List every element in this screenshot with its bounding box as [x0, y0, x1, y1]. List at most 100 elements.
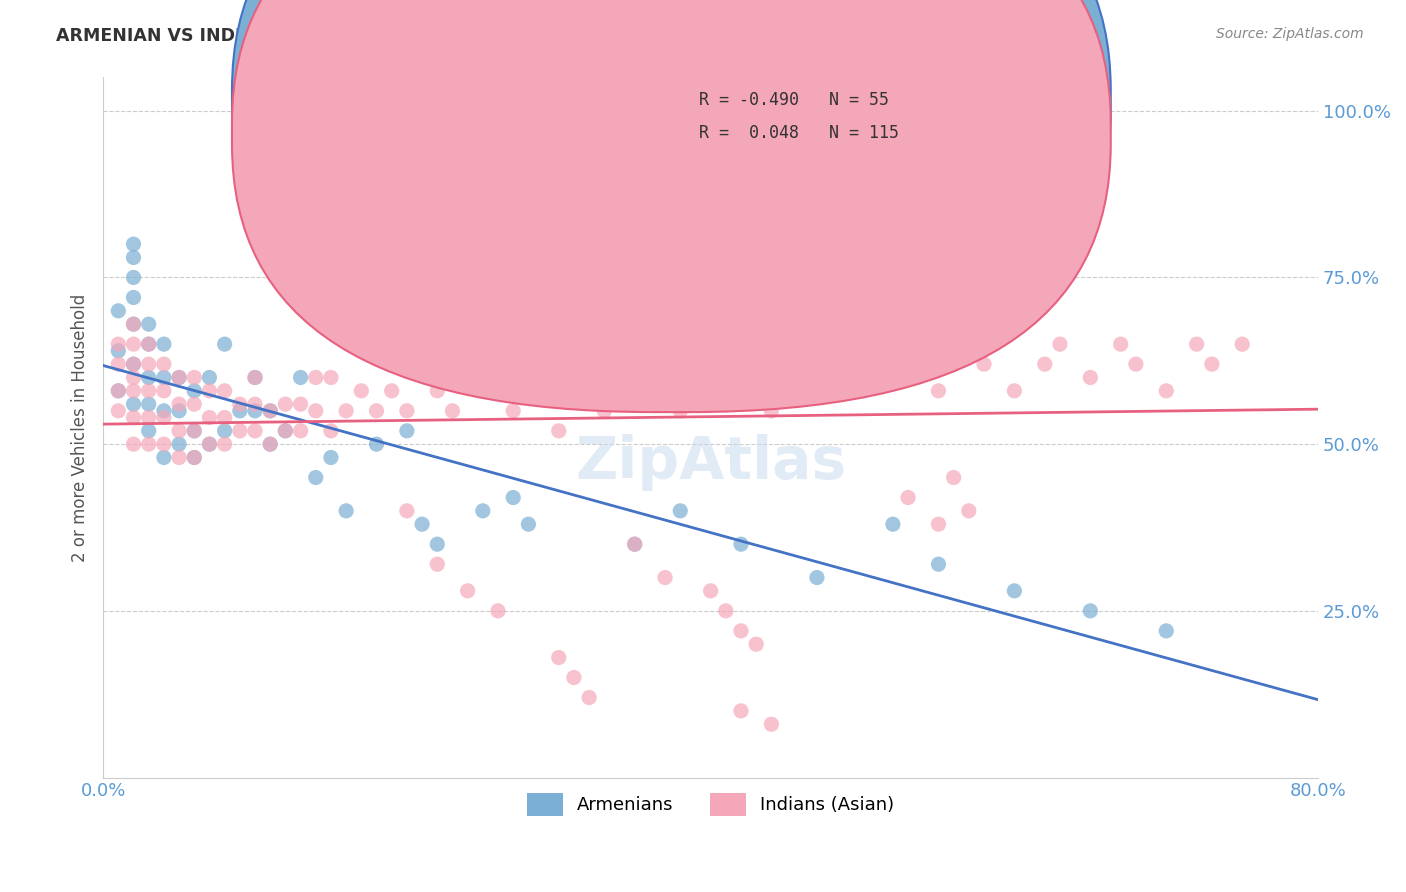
Point	[851, 384, 873, 398]
Point	[290, 424, 312, 438]
Point	[806, 203, 828, 218]
Point	[730, 704, 752, 718]
Point	[167, 404, 190, 418]
Point	[183, 370, 205, 384]
Point	[122, 237, 145, 252]
Point	[259, 404, 281, 418]
Point	[471, 504, 494, 518]
Point	[107, 384, 129, 398]
Text: ZipAtlas: ZipAtlas	[575, 434, 846, 491]
Point	[183, 450, 205, 465]
Point	[395, 504, 418, 518]
Point	[107, 404, 129, 418]
Point	[167, 370, 190, 384]
Point	[1033, 357, 1056, 371]
Text: Source: ZipAtlas.com: Source: ZipAtlas.com	[1216, 27, 1364, 41]
Point	[1049, 337, 1071, 351]
Point	[153, 337, 176, 351]
Point	[502, 404, 524, 418]
Point	[699, 370, 721, 384]
Point	[214, 337, 236, 351]
Point	[1185, 337, 1208, 351]
Point	[198, 437, 221, 451]
Point	[153, 370, 176, 384]
Point	[243, 370, 266, 384]
Point	[243, 404, 266, 418]
Point	[1154, 384, 1177, 398]
Point	[122, 317, 145, 331]
Point	[942, 470, 965, 484]
Point	[107, 384, 129, 398]
Point	[274, 424, 297, 438]
Point	[107, 337, 129, 351]
Point	[669, 504, 692, 518]
Point	[274, 397, 297, 411]
Point	[897, 370, 920, 384]
Point	[366, 437, 388, 451]
Point	[122, 357, 145, 371]
Point	[426, 537, 449, 551]
Point	[153, 410, 176, 425]
Point	[562, 370, 585, 384]
Point	[198, 370, 221, 384]
Point	[138, 337, 160, 351]
Point	[138, 384, 160, 398]
Point	[214, 384, 236, 398]
Point	[654, 570, 676, 584]
Point	[761, 404, 783, 418]
Point	[122, 437, 145, 451]
Point	[122, 384, 145, 398]
Point	[122, 337, 145, 351]
Point	[381, 384, 404, 398]
Point	[775, 237, 797, 252]
Point	[1125, 357, 1147, 371]
Point	[122, 370, 145, 384]
Point	[335, 404, 357, 418]
Point	[806, 570, 828, 584]
Point	[1002, 384, 1025, 398]
Point	[305, 470, 328, 484]
Point	[319, 450, 342, 465]
Point	[138, 370, 160, 384]
Point	[153, 357, 176, 371]
Point	[638, 384, 661, 398]
Point	[122, 270, 145, 285]
Point	[167, 397, 190, 411]
Point	[593, 404, 616, 418]
Point	[457, 583, 479, 598]
Point	[167, 450, 190, 465]
Point	[350, 384, 373, 398]
Point	[138, 410, 160, 425]
Point	[866, 337, 889, 351]
Point	[1230, 337, 1253, 351]
Point	[1078, 604, 1101, 618]
Point	[319, 424, 342, 438]
Point	[547, 424, 569, 438]
Point	[730, 624, 752, 638]
Point	[214, 410, 236, 425]
Point	[198, 410, 221, 425]
Point	[214, 437, 236, 451]
Point	[122, 317, 145, 331]
Point	[441, 404, 464, 418]
Point	[290, 370, 312, 384]
Point	[274, 424, 297, 438]
Point	[167, 424, 190, 438]
Point	[745, 637, 768, 651]
Point	[122, 410, 145, 425]
Point	[426, 384, 449, 398]
Point	[517, 517, 540, 532]
Point	[167, 370, 190, 384]
Point	[973, 357, 995, 371]
Point	[290, 397, 312, 411]
Point	[183, 424, 205, 438]
Point	[198, 437, 221, 451]
Point	[517, 384, 540, 398]
Y-axis label: 2 or more Vehicles in Household: 2 or more Vehicles in Household	[72, 293, 89, 562]
Point	[395, 424, 418, 438]
Point	[138, 317, 160, 331]
Point	[229, 404, 252, 418]
Point	[198, 384, 221, 398]
Point	[1078, 370, 1101, 384]
Point	[714, 604, 737, 618]
